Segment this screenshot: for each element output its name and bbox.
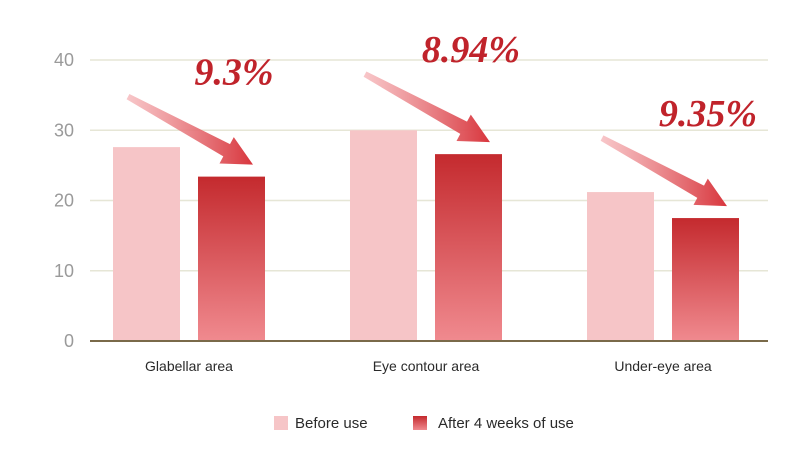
decrease-arrows	[126, 71, 727, 207]
decrease-percentage-1: 9.3%	[194, 52, 273, 94]
bar-after-2	[435, 154, 502, 341]
decrease-percentage-3: 9.35%	[659, 93, 757, 135]
bar-after-3	[672, 218, 739, 341]
category-label: Under-eye area	[614, 358, 711, 374]
decrease-arrow-1	[126, 94, 253, 165]
category-label: Glabellar area	[145, 358, 233, 374]
legend-swatch-before	[274, 416, 288, 430]
category-labels: Glabellar area Eye contour area Under-eye …	[145, 358, 712, 374]
decrease-percentage-2: 8.94%	[422, 29, 520, 71]
y-tick-label: 0	[64, 331, 74, 351]
y-tick-label: 10	[54, 261, 74, 281]
decrease-arrow-2	[363, 71, 490, 143]
y-axis-ticks: 0 10 20 30 40	[54, 50, 74, 351]
legend-swatch-after	[413, 416, 427, 430]
percentage-annotations: 9.3% 8.94% 9.35%	[194, 29, 757, 135]
y-tick-label: 30	[54, 120, 74, 140]
legend-label-after: After 4 weeks of use	[438, 415, 574, 432]
bar-before-1	[113, 147, 180, 341]
y-tick-label: 20	[54, 191, 74, 211]
legend-label-before: Before use	[295, 415, 368, 432]
legend: Before use After 4 weeks of use	[274, 415, 574, 432]
decrease-arrow-3	[600, 135, 727, 207]
grid-lines	[90, 59, 768, 272]
category-label: Eye contour area	[373, 358, 480, 374]
y-tick-label: 40	[54, 50, 74, 70]
bar-after-1	[198, 176, 265, 341]
bars	[113, 130, 739, 341]
bar-before-3	[587, 192, 654, 341]
bar-before-2	[350, 130, 417, 341]
